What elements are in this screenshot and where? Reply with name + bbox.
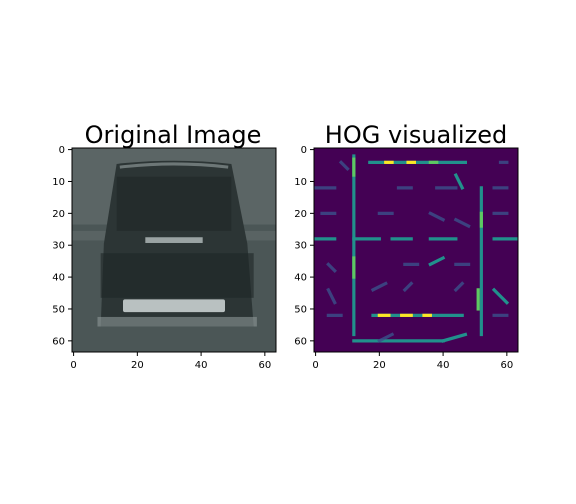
hog-gradient-stroke <box>441 332 468 343</box>
y-tick-label: 50 <box>52 304 65 315</box>
x-tick-label: 0 <box>312 360 318 371</box>
x-tick-label: 40 <box>195 360 208 371</box>
x-tick-label: 40 <box>437 360 450 371</box>
x-tick-label: 20 <box>131 360 144 371</box>
hog-gradient-stroke <box>491 287 510 305</box>
hog-gradient-stroke <box>326 287 337 305</box>
hog-image-view <box>314 148 518 352</box>
hog-gradient-stroke <box>428 211 446 222</box>
y-tick-label: 10 <box>294 177 307 188</box>
hog-gradient-stroke <box>370 281 388 292</box>
hog-background <box>314 148 518 352</box>
y-tick-label: 0 <box>301 145 307 156</box>
y-tick-label: 60 <box>52 336 65 347</box>
hog-gradient-stroke <box>453 217 471 229</box>
y-tick-label: 30 <box>294 241 307 252</box>
x-axis-hog: 0 20 40 60 <box>312 352 513 371</box>
y-tick-label: 50 <box>294 304 307 315</box>
y-tick-label: 10 <box>52 177 65 188</box>
panel-original-image: Original Image 0 20 40 60 0 10 20 30 40 50 60 <box>52 121 277 371</box>
hog-gradient-stroke <box>428 255 446 267</box>
image-roof-edge <box>119 162 229 169</box>
y-tick-label: 20 <box>294 209 307 220</box>
image-plate-light <box>145 237 203 243</box>
hog-gradient-stroke <box>377 332 395 343</box>
y-tick-label: 30 <box>52 241 65 252</box>
image-lower-bumper <box>97 316 257 327</box>
original-image-view <box>72 148 276 352</box>
panel-hog-visualized: HOG visualized 0 20 40 60 0 10 20 30 40 50 60 <box>294 121 519 371</box>
x-axis-original: 0 20 40 60 <box>70 352 271 371</box>
axes-frame-hog <box>313 147 519 353</box>
panel-title-original: Original Image <box>85 121 262 149</box>
hog-gradient-stroke <box>402 281 414 293</box>
y-axis-original: 0 10 20 30 40 50 60 <box>52 145 72 347</box>
y-tick-label: 40 <box>294 273 307 284</box>
image-tailgate <box>100 253 254 298</box>
panel-title-hog: HOG visualized <box>325 121 507 149</box>
y-tick-label: 40 <box>52 273 65 284</box>
y-tick-label: 20 <box>52 209 65 220</box>
x-tick-label: 60 <box>500 360 513 371</box>
y-tick-label: 0 <box>59 145 65 156</box>
x-tick-label: 0 <box>70 360 76 371</box>
y-axis-hog: 0 10 20 30 40 50 60 <box>294 145 314 347</box>
image-rear-window <box>116 176 232 231</box>
x-tick-label: 60 <box>258 360 271 371</box>
x-tick-label: 20 <box>373 360 386 371</box>
hog-gradient-stroke <box>326 262 337 273</box>
hog-gradient-stroke <box>453 172 465 190</box>
y-tick-label: 60 <box>294 336 307 347</box>
axes-frame-original <box>71 147 277 353</box>
hog-gradient-stroke <box>338 160 350 171</box>
hog-gradient-stroke <box>453 281 465 293</box>
image-bumper-highlight <box>123 299 225 313</box>
